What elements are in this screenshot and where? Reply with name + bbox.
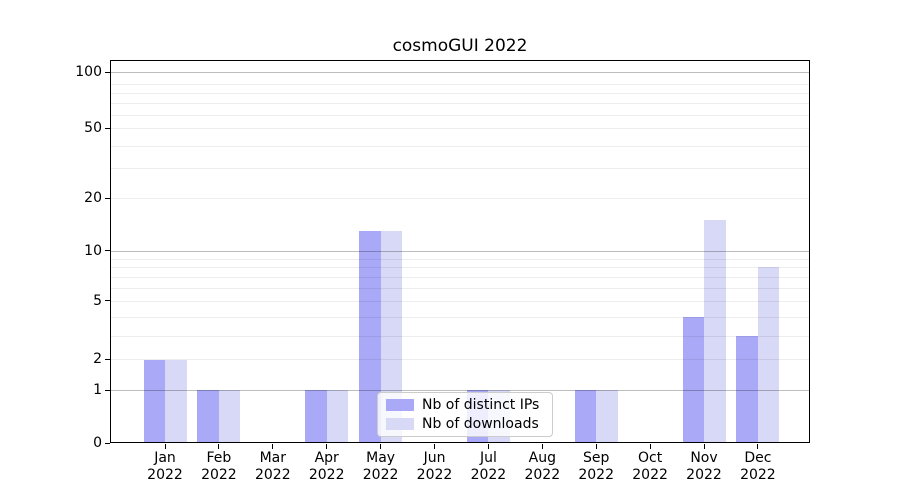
legend-label-downloads: Nb of downloads xyxy=(422,415,539,432)
gridline-minor xyxy=(110,93,810,95)
gridline-major xyxy=(110,250,810,252)
bar-downloads xyxy=(380,231,403,442)
x-tickmark xyxy=(164,444,166,449)
x-tickmark xyxy=(487,444,489,449)
bar-distinct-ips xyxy=(682,316,704,442)
x-axis-tick-label: Oct 2022 xyxy=(632,450,668,483)
bar-downloads xyxy=(757,267,780,442)
x-tickmark xyxy=(649,444,651,449)
bar-distinct-ips xyxy=(143,359,165,442)
x-axis-tick-label: Jul 2022 xyxy=(470,450,507,483)
gridline-minor xyxy=(110,258,810,260)
gridline-minor xyxy=(110,316,810,318)
gridline-major xyxy=(110,72,810,73)
gridline-minor xyxy=(110,267,810,269)
x-tickmark xyxy=(703,444,705,449)
x-tickmark xyxy=(757,444,759,449)
gridline-minor xyxy=(110,198,810,199)
gridline-minor xyxy=(110,167,810,169)
y-axis-tick-label: 10 xyxy=(84,242,102,259)
y-tickmark xyxy=(105,442,110,444)
bar-downloads xyxy=(704,220,726,442)
bar-downloads xyxy=(218,389,241,442)
bar-distinct-ips xyxy=(359,231,381,442)
x-axis-tick-label: Mar 2022 xyxy=(254,450,291,483)
y-tickmark xyxy=(105,250,110,252)
x-axis-tick-label: May 2022 xyxy=(362,450,399,483)
x-tickmark xyxy=(595,444,597,449)
bar-distinct-ips xyxy=(574,389,597,442)
x-tickmark xyxy=(326,444,328,449)
legend-swatch-downloads xyxy=(386,417,414,430)
bar-distinct-ips xyxy=(736,335,758,442)
legend-item-downloads: Nb of downloads xyxy=(386,416,544,433)
y-axis-tick-label: 50 xyxy=(84,120,102,136)
y-axis-tick-label: 0 xyxy=(93,435,102,451)
x-axis-tick-label: Nov 2022 xyxy=(686,450,722,483)
x-axis-tick-label: Aug 2022 xyxy=(524,450,561,483)
y-axis-tick-label: 20 xyxy=(84,190,102,206)
gridline-minor xyxy=(110,128,810,129)
y-tickmark xyxy=(105,71,110,73)
bar-downloads xyxy=(326,389,349,442)
gridline-minor xyxy=(110,300,810,302)
x-tickmark xyxy=(380,444,382,449)
x-axis-tick-label: Apr 2022 xyxy=(308,450,345,483)
bar-distinct-ips xyxy=(197,389,219,442)
chart-title: cosmoGUI 2022 xyxy=(392,36,528,56)
y-tickmark xyxy=(105,127,110,129)
legend: Nb of distinct IPs Nb of downloads xyxy=(377,392,553,437)
legend-label-distinct-ips: Nb of distinct IPs xyxy=(422,397,540,414)
gridline-minor xyxy=(110,145,810,147)
gridline-minor xyxy=(110,288,810,290)
gridline-minor xyxy=(110,359,810,360)
gridline-minor xyxy=(110,103,810,105)
gridline-minor xyxy=(110,84,810,86)
x-tickmark xyxy=(272,444,274,449)
x-axis-tick-label: Dec 2022 xyxy=(740,450,776,483)
legend-item-distinct-ips: Nb of distinct IPs xyxy=(386,397,544,414)
y-axis-tick-label: 5 xyxy=(93,292,102,309)
bar-downloads xyxy=(596,389,618,442)
y-tickmark xyxy=(105,300,110,301)
y-axis-tick-label: 2 xyxy=(93,351,102,367)
x-tickmark xyxy=(541,444,543,449)
y-axis-tick-label: 100 xyxy=(75,64,102,80)
bar-distinct-ips xyxy=(305,389,327,442)
gridline-minor xyxy=(110,115,810,117)
legend-swatch-distinct-ips xyxy=(386,399,414,412)
bar-downloads xyxy=(165,359,187,442)
x-axis-tick-label: Sep 2022 xyxy=(578,450,614,483)
x-tickmark xyxy=(218,444,220,449)
x-tickmark xyxy=(434,444,435,449)
y-tickmark xyxy=(105,358,110,360)
y-tickmark xyxy=(105,389,110,391)
x-axis-tick-label: Feb 2022 xyxy=(201,450,237,483)
y-tickmark xyxy=(105,197,110,199)
gridline-minor xyxy=(110,335,810,337)
x-axis-tick-label: Jan 2022 xyxy=(147,450,183,483)
gridline-major xyxy=(110,390,810,391)
gridline-minor xyxy=(110,277,810,279)
y-axis-tick-label: 1 xyxy=(93,382,102,398)
x-axis-tick-label: Jun 2022 xyxy=(416,450,453,483)
